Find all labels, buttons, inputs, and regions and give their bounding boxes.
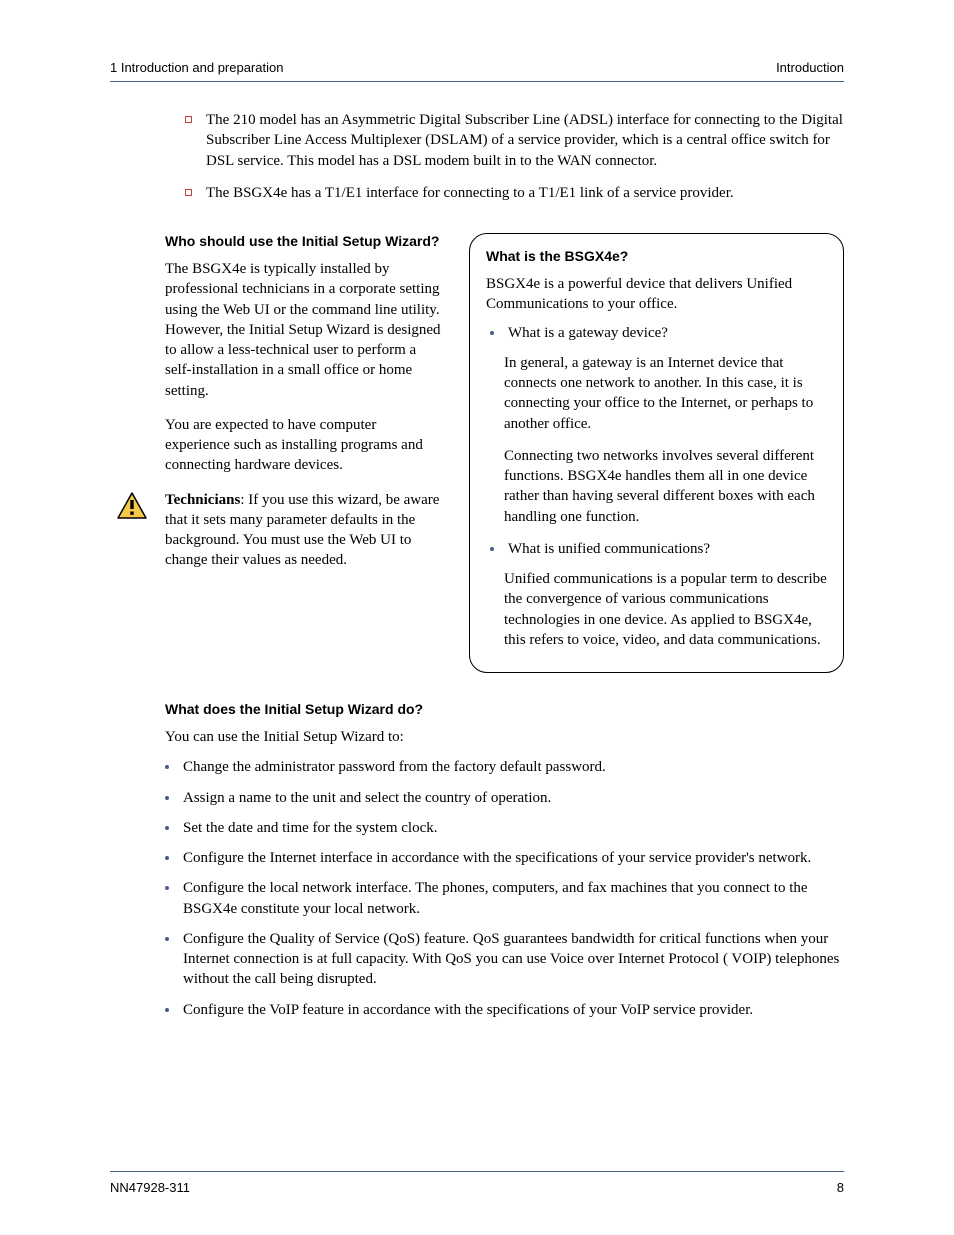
two-column-region: Who should use the Initial Setup Wizard?… <box>165 233 844 673</box>
answer-paragraph: Unified communications is a popular term… <box>504 569 827 650</box>
header-right: Introduction <box>776 60 844 75</box>
section-heading: What does the Initial Setup Wizard do? <box>165 701 844 717</box>
warning-icon <box>117 492 147 519</box>
list-item: What is unified communications? <box>490 539 827 559</box>
top-bullet-list: The 210 model has an Asymmetric Digital … <box>185 110 844 203</box>
document-page: 1 Introduction and preparation Introduct… <box>0 0 954 1235</box>
list-item: Assign a name to the unit and select the… <box>165 788 844 808</box>
list-item: Configure the Internet interface in acco… <box>165 848 844 868</box>
lower-section: What does the Initial Setup Wizard do? Y… <box>165 701 844 1020</box>
intro-paragraph: You can use the Initial Setup Wizard to: <box>165 727 844 747</box>
list-item: The 210 model has an Asymmetric Digital … <box>185 110 844 171</box>
dot-bullet-icon <box>165 765 169 769</box>
right-column: What is the BSGX4e? BSGX4e is a powerful… <box>469 233 844 673</box>
list-item: Configure the VoIP feature in accordance… <box>165 1000 844 1020</box>
callout-intro: BSGX4e is a powerful device that deliver… <box>486 274 827 315</box>
header-left: 1 Introduction and preparation <box>110 60 283 75</box>
answer-paragraph: Connecting two networks involves several… <box>504 446 827 527</box>
section-heading: Who should use the Initial Setup Wizard? <box>165 233 445 249</box>
answer-paragraph: In general, a gateway is an Internet dev… <box>504 353 827 434</box>
callout-heading: What is the BSGX4e? <box>486 248 827 264</box>
list-item: Configure the local network interface. T… <box>165 878 844 919</box>
dot-bullet-icon <box>165 937 169 941</box>
bullet-text: The 210 model has an Asymmetric Digital … <box>206 110 844 171</box>
dot-bullet-icon <box>165 886 169 890</box>
item-text: Assign a name to the unit and select the… <box>183 788 551 808</box>
dot-bullet-icon <box>165 826 169 830</box>
item-text: Change the administrator password from t… <box>183 757 606 777</box>
page-footer: NN47928-311 8 <box>110 1171 844 1195</box>
dot-bullet-icon <box>165 856 169 860</box>
list-item: Configure the Quality of Service (QoS) f… <box>165 929 844 990</box>
list-item: Set the date and time for the system clo… <box>165 818 844 838</box>
list-item: Change the administrator password from t… <box>165 757 844 777</box>
item-text: Configure the VoIP feature in accordance… <box>183 1000 753 1020</box>
question-text: What is a gateway device? <box>508 323 668 343</box>
item-text: Configure the local network interface. T… <box>183 878 844 919</box>
list-item: What is a gateway device? <box>490 323 827 343</box>
item-text: Set the date and time for the system clo… <box>183 818 438 838</box>
square-bullet-icon <box>185 116 192 123</box>
dot-bullet-icon <box>165 796 169 800</box>
callout-box: What is the BSGX4e? BSGX4e is a powerful… <box>469 233 844 673</box>
question-text: What is unified communications? <box>508 539 710 559</box>
technicians-note: Technicians: If you use this wizard, be … <box>165 490 445 571</box>
dot-bullet-icon <box>490 331 494 335</box>
dot-bullet-icon <box>165 1008 169 1012</box>
technicians-label: Technicians <box>165 492 240 508</box>
page-header: 1 Introduction and preparation Introduct… <box>110 60 844 82</box>
dot-bullet-icon <box>490 547 494 551</box>
item-text: Configure the Internet interface in acco… <box>183 848 811 868</box>
paragraph: The BSGX4e is typically installed by pro… <box>165 259 445 401</box>
footer-page-number: 8 <box>837 1180 844 1195</box>
wizard-task-list: Change the administrator password from t… <box>165 757 844 1020</box>
list-item: The BSGX4e has a T1/E1 interface for con… <box>185 183 844 203</box>
left-column: Who should use the Initial Setup Wizard?… <box>165 233 445 585</box>
paragraph: You are expected to have computer experi… <box>165 415 445 476</box>
item-text: Configure the Quality of Service (QoS) f… <box>183 929 844 990</box>
footer-left: NN47928-311 <box>110 1180 190 1195</box>
bullet-text: The BSGX4e has a T1/E1 interface for con… <box>206 183 734 203</box>
square-bullet-icon <box>185 189 192 196</box>
